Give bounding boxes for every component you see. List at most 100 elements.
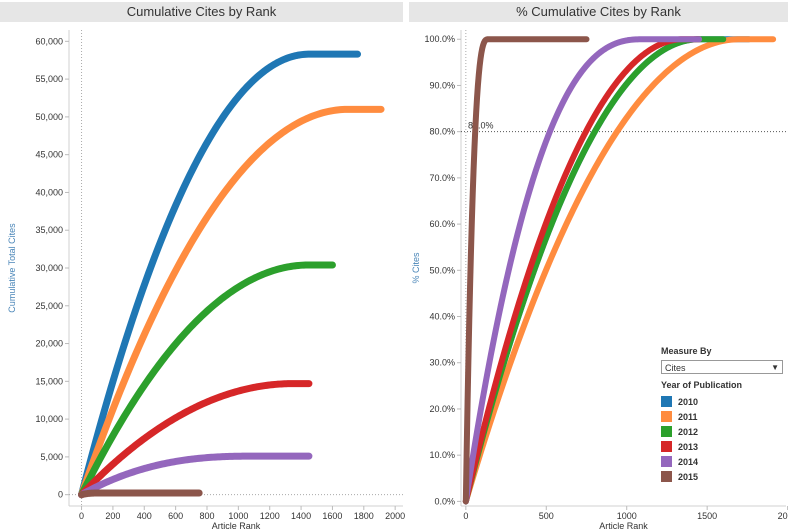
series-line-2015 [78, 489, 203, 499]
data-point-2010 [103, 400, 110, 406]
data-point-2013 [481, 422, 488, 428]
data-point-2015 [464, 436, 470, 442]
data-point-2011 [508, 358, 514, 365]
legend-panel: Measure By Cites ▼ Year of Publication 2… [661, 346, 788, 484]
x-tick-label: 1500 [697, 511, 717, 521]
data-point-2014 [482, 381, 488, 388]
data-point-2014 [474, 429, 480, 435]
year-of-publication-label: Year of Publication [661, 380, 743, 390]
data-point-2013 [485, 409, 491, 415]
data-point-2015 [465, 379, 471, 386]
data-point-2013 [483, 415, 490, 422]
data-point-2011 [503, 370, 510, 377]
legend-label: 2010 [678, 396, 699, 407]
series-line-2015 [462, 36, 590, 505]
data-point-2014 [485, 366, 491, 373]
x-tick-label: 0 [79, 511, 84, 521]
x-tick-label: 0 [463, 511, 468, 521]
data-point-2012 [113, 426, 120, 433]
x-tick-label: 2000 [385, 511, 405, 521]
percent-cumulative-cites-chart: 0.0% 10.0% 20.0% 30.0% 40.0% 50.0% 60.0% 70.0% 8… [411, 30, 788, 530]
data-point-2013 [102, 468, 108, 475]
right-chart-title: % Cumulative Cites by Rank [409, 2, 788, 22]
y-tick-label: 90.0% [429, 80, 455, 90]
data-point-2013 [493, 377, 500, 383]
data-point-2015 [465, 371, 471, 377]
data-point-2011 [119, 382, 126, 388]
y-tick-label: 50,000 [35, 112, 63, 122]
legend-swatch [661, 426, 672, 437]
y-axis-label: Cumulative Total Cites [7, 223, 17, 313]
legend-item-2013[interactable]: 2013 [661, 439, 788, 454]
data-point-2014 [499, 297, 505, 303]
data-point-2010 [98, 417, 105, 424]
x-tick-label: 200 [105, 511, 120, 521]
series-line-2010 [78, 50, 362, 499]
x-tick-label: 1600 [322, 511, 342, 521]
data-point-2015 [463, 477, 469, 483]
x-tick-label: 400 [137, 511, 152, 521]
data-point-2015 [464, 398, 471, 404]
measure-by-dropdown[interactable]: Cites ▼ [661, 360, 783, 374]
measure-by-label: Measure By [661, 346, 712, 356]
legend-item-2010[interactable]: 2010 [661, 394, 788, 409]
data-point-2015 [82, 491, 89, 497]
y-tick-label: 10,000 [35, 414, 63, 424]
data-point-2011 [510, 352, 516, 359]
data-point-2011 [125, 368, 132, 374]
data-point-2014 [486, 359, 493, 365]
cumulative-cites-chart: 0 5,000 10,000 15,000 20,000 25,000 30,000 35,0… [7, 30, 405, 530]
data-point-2015 [464, 416, 470, 423]
data-point-2015 [466, 321, 472, 327]
data-point-2015 [468, 255, 474, 262]
data-point-2013 [476, 442, 483, 448]
data-point-2012 [108, 435, 115, 441]
data-point-2013 [120, 452, 127, 458]
data-point-2013 [510, 317, 517, 324]
legend-items: 2010 2011 2012 2013 2014 2015 [661, 394, 788, 484]
y-tick-label: 50.0% [429, 265, 455, 275]
data-point-2015 [467, 269, 474, 275]
legend-item-2015[interactable]: 2015 [661, 469, 788, 484]
y-tick-label: 30,000 [35, 263, 63, 273]
data-point-2014 [481, 389, 487, 395]
x-tick-label: 800 [199, 511, 214, 521]
data-point-2013 [500, 352, 507, 359]
data-point-2011 [102, 427, 108, 433]
y-tick-label: 5,000 [40, 452, 63, 462]
data-point-2013 [507, 329, 513, 335]
legend-label: 2013 [678, 441, 699, 452]
data-point-2015 [464, 426, 470, 432]
data-point-2014 [502, 284, 508, 291]
data-point-2014 [483, 374, 490, 380]
legend-label: 2015 [678, 471, 699, 482]
data-point-2014 [475, 421, 482, 427]
data-point-2011 [521, 323, 527, 329]
data-point-2012 [98, 453, 105, 459]
y-tick-label: 0 [58, 490, 63, 500]
legend-item-2012[interactable]: 2012 [661, 424, 788, 439]
legend-item-2011[interactable]: 2011 [661, 409, 788, 424]
y-tick-label: 100.0% [424, 34, 455, 44]
legend-swatch [661, 456, 672, 467]
y-axis-label: % Cites [411, 252, 421, 284]
x-tick-label: 1200 [260, 511, 280, 521]
data-point-2013 [116, 456, 122, 462]
data-point-2014 [493, 324, 500, 330]
x-tick-label: 1400 [291, 511, 311, 521]
data-point-2010 [118, 350, 125, 356]
legend-item-2014[interactable]: 2014 [661, 454, 788, 469]
series-2011 [78, 105, 385, 499]
data-point-2010 [113, 366, 120, 373]
legend-swatch [661, 396, 672, 407]
y-tick-label: 35,000 [35, 225, 63, 235]
y-tick-label: 45,000 [35, 150, 63, 160]
y-tick-label: 25,000 [35, 301, 63, 311]
data-point-2014 [492, 330, 498, 337]
y-tick-label: 20.0% [429, 404, 455, 414]
data-point-2013 [97, 473, 103, 479]
data-point-2014 [497, 304, 504, 310]
data-point-2015 [466, 337, 472, 343]
legend-swatch [661, 471, 672, 482]
